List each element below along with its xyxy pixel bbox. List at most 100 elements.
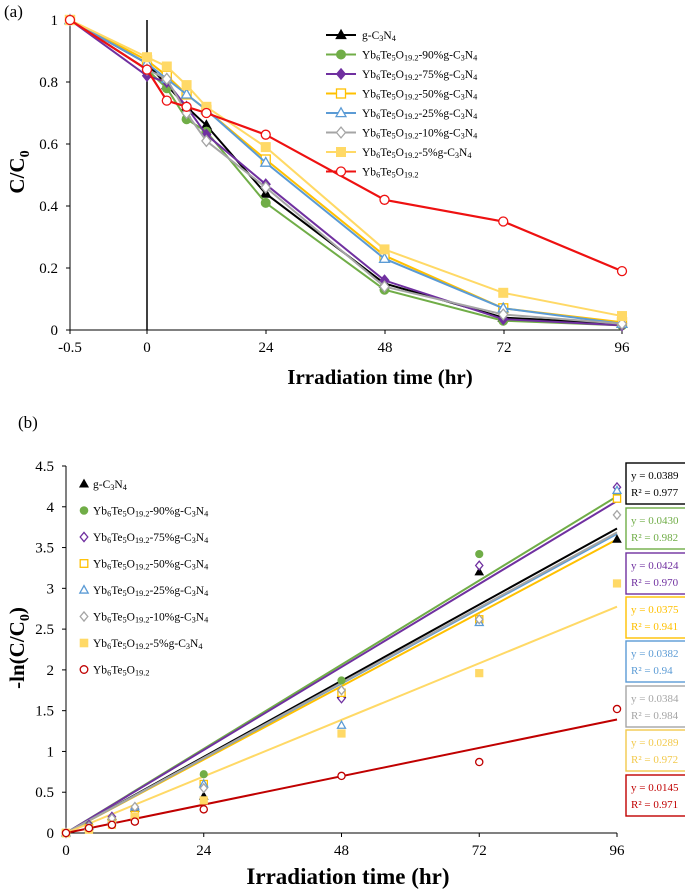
data-point-a xyxy=(161,95,172,106)
data-point-b xyxy=(199,782,209,794)
data-point-b xyxy=(611,485,623,494)
data-point-b xyxy=(474,560,484,571)
equation-box-frame xyxy=(625,729,685,772)
legend-marker-a xyxy=(335,88,347,99)
data-point-b xyxy=(199,770,208,779)
data-point-b xyxy=(475,669,484,678)
equation-box-frame xyxy=(625,507,685,550)
legend-marker-b xyxy=(79,531,89,543)
y-tick-label: 2 xyxy=(47,663,55,679)
x-tick-label: 72 xyxy=(497,340,512,356)
chart-b: (b) 0 0.5 1 1.5 2 2.5 3 3.5 4 4.5 0 24 48 72 96 Irradiat… xyxy=(5,413,685,889)
legend-marker-b xyxy=(79,610,89,623)
data-point-b xyxy=(612,534,622,543)
trend-line-b xyxy=(65,500,618,834)
x-tick-label: 96 xyxy=(615,340,631,356)
data-point-a xyxy=(259,156,272,167)
legend-label-b: g-C3N4 xyxy=(93,479,127,492)
equation-box-frame xyxy=(625,462,685,505)
data-point-a xyxy=(181,101,192,112)
r-squared-text: R² = 0.971 xyxy=(631,799,678,811)
x-tick-label: 96 xyxy=(610,843,626,859)
legend-label-b: Yb6Te5O19.2-75%g-C3N4 xyxy=(93,532,208,545)
equation-text: y = 0.0145 xyxy=(631,782,679,794)
equation-box: y = 0.0382 R² = 0.94 xyxy=(625,640,685,683)
y-axis-title-b: -ln(C/C0) xyxy=(5,607,33,689)
x-tick-label: -0.5 xyxy=(58,340,82,356)
equation-box: y = 0.0375 R² = 0.941 xyxy=(625,596,685,639)
data-point-a xyxy=(64,14,76,26)
data-point-b xyxy=(337,693,346,704)
y-tick-label: 1 xyxy=(47,744,55,760)
y-tick-label: 3 xyxy=(47,581,55,597)
y-tick-label: 1.5 xyxy=(35,704,54,720)
equation-box: y = 0.0384 R² = 0.984 xyxy=(625,685,685,728)
r-squared-text: R² = 0.972 xyxy=(631,754,678,766)
data-point-b xyxy=(107,820,117,830)
data-point-b xyxy=(612,509,622,521)
equation-box: y = 0.0145 R² = 0.971 xyxy=(625,774,685,817)
legend-label-a: g-C3N4 xyxy=(362,30,396,43)
data-point-a xyxy=(379,280,390,294)
legend-marker-b xyxy=(79,638,89,648)
data-point-a xyxy=(616,265,628,277)
chart-a: (a)00.20.40.60.81-0.5 0 24 48 72 96Irradiatio… xyxy=(4,2,630,389)
x-tick-label: 48 xyxy=(334,843,349,859)
data-point-b xyxy=(474,613,484,625)
legend-marker-b xyxy=(78,584,90,594)
data-point-a xyxy=(161,72,173,86)
data-point-a xyxy=(260,180,272,194)
r-squared-text: R² = 0.977 xyxy=(631,487,679,499)
y-tick-label: 0.8 xyxy=(39,75,58,91)
data-point-a xyxy=(379,244,390,255)
legend-a: g-C3N4 Yb6Te5O19.2-90%g-C3N4 Yb6Te5O19.2-7… xyxy=(326,28,477,180)
y-tick-label: 1 xyxy=(51,13,59,29)
data-point-b xyxy=(337,771,346,781)
equation-text: y = 0.0430 xyxy=(631,515,679,527)
legend-marker-a xyxy=(335,28,347,40)
data-point-b xyxy=(474,757,484,767)
legend-marker-a xyxy=(336,147,346,157)
legend-label-b: Yb6Te5O19.2 xyxy=(93,665,149,678)
legend-marker-a xyxy=(335,67,347,81)
r-squared-text: R² = 0.984 xyxy=(631,710,679,722)
equation-text: y = 0.0289 xyxy=(631,737,679,749)
x-tick-label: 48 xyxy=(378,340,393,356)
y-tick-label: 4 xyxy=(47,500,55,516)
equation-box-frame xyxy=(625,552,685,595)
data-point-a xyxy=(260,142,271,153)
equation-text: y = 0.0375 xyxy=(631,604,679,616)
data-point-a xyxy=(201,107,212,119)
equation-box: y = 0.0424 R² = 0.970 xyxy=(625,552,685,595)
data-point-b xyxy=(474,566,485,576)
y-tick-label: 0 xyxy=(51,323,59,339)
data-point-a xyxy=(141,64,153,75)
legend-label-b: Yb6Te5O19.2-10%g-C3N4 xyxy=(93,612,208,625)
x-tick-label: 24 xyxy=(196,843,212,859)
data-point-a xyxy=(142,52,152,63)
y-tick-label: 3.5 xyxy=(35,541,54,557)
equation-box: y = 0.0289 R² = 0.972 xyxy=(625,729,685,772)
legend-label-a: Yb6Te5O19.2-10%g-C3N4 xyxy=(362,128,477,141)
data-point-b xyxy=(130,801,140,813)
r-squared-text: R² = 0.970 xyxy=(631,577,679,589)
data-point-a xyxy=(498,216,509,227)
y-tick-label: 0.2 xyxy=(39,261,58,277)
data-point-b xyxy=(612,494,622,503)
data-point-b xyxy=(199,805,208,814)
data-point-a xyxy=(497,308,509,321)
data-point-a xyxy=(616,317,628,331)
y-tick-label: 0.6 xyxy=(39,137,58,153)
equation-box-frame xyxy=(625,685,685,728)
equation-text: y = 0.0389 xyxy=(631,470,679,482)
legend-label-a: Yb6Te5O19.2-50%g-C3N4 xyxy=(362,89,477,102)
x-axis-title-a: Irradiation time (hr) xyxy=(287,365,472,389)
legend-label-b: Yb6Te5O19.2-25%g-C3N4 xyxy=(93,585,208,598)
legend-label-b: Yb6Te5O19.2-90%g-C3N4 xyxy=(93,506,208,519)
equation-text: y = 0.0382 xyxy=(631,648,678,660)
equation-text: y = 0.0424 xyxy=(631,560,679,572)
data-point-b xyxy=(475,549,484,559)
legend-marker-b xyxy=(79,665,89,674)
legend-b: g-C3N4 Yb6Te5O19.2-90%g-C3N4 Yb6Te5O19.2-7… xyxy=(78,478,208,678)
